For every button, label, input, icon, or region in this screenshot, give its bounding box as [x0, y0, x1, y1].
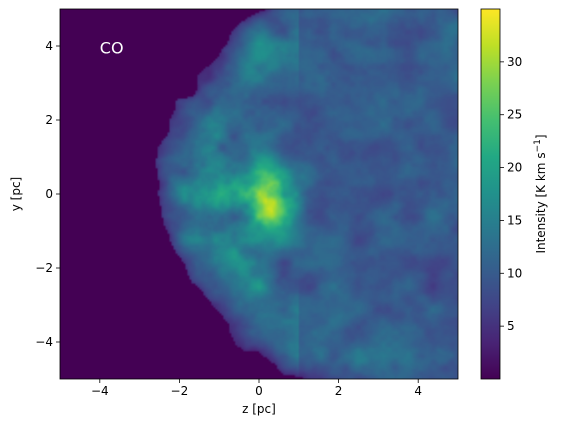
y-tick-label: −2 — [35, 261, 53, 275]
y-tick-label: −4 — [35, 335, 53, 349]
colorbar-gradient — [480, 8, 501, 380]
y-axis: −4 −2 0 2 4 — [35, 39, 60, 349]
y-tick-label: 4 — [45, 39, 53, 53]
x-tick-label: 2 — [335, 384, 343, 398]
x-tick-label: 4 — [414, 384, 422, 398]
colorbar-ticks: 5 10 15 20 25 30 — [500, 55, 522, 333]
colorbar-tick-label: 5 — [507, 319, 515, 333]
colorbar-label-sup: −1 — [533, 139, 543, 152]
colorbar-tick-label: 15 — [507, 213, 522, 227]
intensity-map — [60, 9, 458, 379]
y-axis-label: y [pc] — [9, 177, 23, 212]
colorbar-tick-label: 20 — [507, 161, 522, 175]
colorbar-tick-label: 25 — [507, 108, 522, 122]
colorbar-tick-label: 10 — [507, 266, 522, 280]
colorbar-tick-label: 30 — [507, 55, 522, 69]
co-annotation: CO — [100, 38, 124, 57]
colorbar-label-main: Intensity [K km s — [534, 152, 548, 253]
x-axis: −4 −2 0 2 4 — [91, 379, 422, 398]
heatmap-plot-area — [59, 8, 459, 380]
colorbar-label-close: ] — [534, 134, 548, 139]
colorbar: 5 10 15 20 25 30 Intensity [K km s−1] — [480, 8, 548, 380]
y-tick-label: 0 — [45, 187, 53, 201]
x-tick-label: 0 — [255, 384, 263, 398]
x-tick-label: −4 — [91, 384, 109, 398]
x-axis-label: z [pc] — [242, 402, 276, 416]
colorbar-label: Intensity [K km s−1] — [533, 134, 548, 253]
x-tick-label: −2 — [171, 384, 189, 398]
y-tick-label: 2 — [45, 113, 53, 127]
